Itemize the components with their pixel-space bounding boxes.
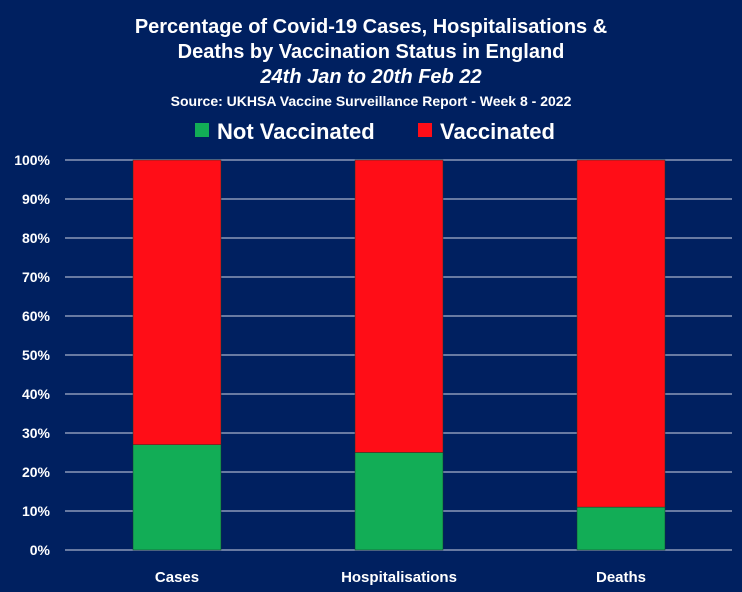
legend-label: Vaccinated — [440, 119, 555, 144]
bar-vaccinated-deaths — [576, 159, 666, 508]
y-tick-label: 70% — [22, 269, 51, 285]
y-tick-label: 0% — [30, 542, 51, 558]
y-tick-label: 10% — [22, 503, 51, 519]
chart-title-line-2: Deaths by Vaccination Status in England — [178, 41, 565, 63]
y-tick-label: 90% — [22, 191, 51, 207]
legend-swatch — [418, 123, 432, 137]
x-tick-label: Cases — [155, 569, 199, 586]
y-tick-label: 80% — [22, 230, 51, 246]
y-tick-label: 60% — [22, 308, 51, 324]
chart-source: Source: UKHSA Vaccine Surveillance Repor… — [171, 93, 572, 109]
legend: Not Vaccinated Vaccinated — [195, 119, 555, 144]
y-tick-label: 30% — [22, 425, 51, 441]
x-tick-label: Hospitalisations — [341, 569, 457, 586]
y-tick-label: 100% — [14, 152, 50, 168]
legend-swatch — [195, 123, 209, 137]
bar-not-vaccinated-hospitalisations — [354, 452, 444, 551]
bar-not-vaccinated-cases — [132, 444, 222, 551]
bar-vaccinated-hospitalisations — [354, 159, 444, 453]
legend-label: Not Vaccinated — [217, 119, 375, 144]
y-tick-label: 40% — [22, 386, 51, 402]
y-tick-label: 50% — [22, 347, 51, 363]
bar-vaccinated-cases — [132, 159, 222, 445]
bar-not-vaccinated-deaths — [576, 506, 666, 551]
x-axis-labels: Cases Hospitalisations Deaths — [155, 569, 646, 586]
chart-subtitle: 24th Jan to 20th Feb 22 — [259, 66, 481, 88]
chart-title-line-1: Percentage of Covid-19 Cases, Hospitalis… — [135, 16, 607, 38]
y-tick-label: 20% — [22, 464, 51, 480]
x-tick-label: Deaths — [596, 569, 646, 586]
bars — [132, 159, 666, 551]
